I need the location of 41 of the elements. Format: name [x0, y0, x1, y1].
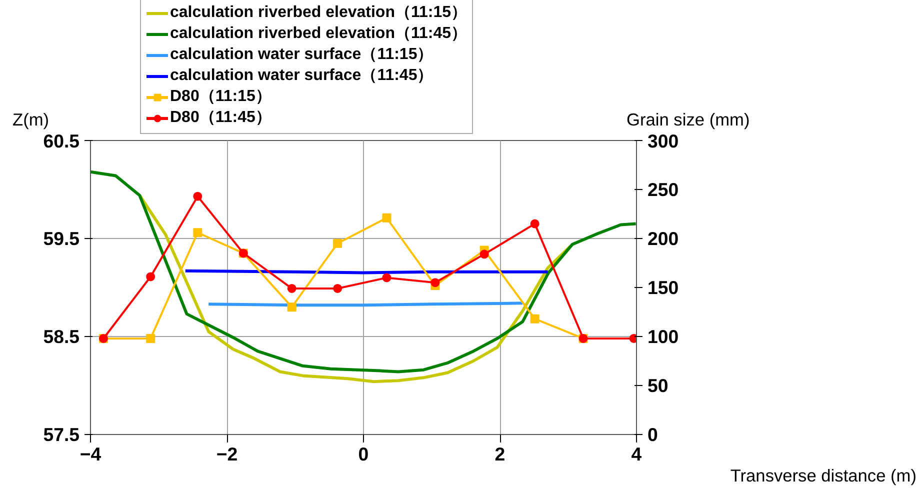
y-tick-label: 59.5	[43, 228, 80, 249]
point	[480, 250, 489, 259]
y-axis-title: Z(m)	[12, 110, 50, 130]
point	[530, 219, 540, 228]
point	[430, 278, 440, 288]
point	[146, 334, 156, 343]
point	[382, 273, 392, 282]
line-series	[90, 170, 636, 374]
legend-label: calculation water surface（11:15）	[170, 45, 434, 65]
legend-label: calculation riverbed elevation（11:15）	[170, 3, 468, 23]
point	[333, 284, 342, 293]
point	[382, 213, 392, 222]
y-tick-label: 60.5	[43, 130, 80, 152]
legend-label: D80（11:45）	[170, 108, 272, 128]
x-tick-label: −4	[80, 444, 102, 464]
x-tick-label: 2	[494, 444, 506, 464]
y2-tick-label: 0	[648, 424, 658, 445]
y2-tick-label: 150	[648, 277, 679, 298]
y2-tick-label: 50	[648, 375, 668, 396]
x-tick-label: 0	[358, 444, 369, 464]
point	[146, 272, 156, 282]
point	[287, 302, 296, 312]
point	[193, 228, 202, 238]
legend-label: calculation water surface（11:45）	[170, 66, 434, 86]
y-tick-label: 57.5	[43, 424, 80, 445]
y2-tick-label: 250	[648, 179, 679, 200]
point	[333, 238, 342, 248]
legend-label: calculation riverbed elevation（11:45）	[170, 24, 468, 44]
y2-tick-label: 300	[648, 130, 679, 152]
line-series	[138, 194, 572, 384]
point	[530, 314, 540, 324]
x-tick-label: −2	[216, 444, 238, 464]
point	[287, 284, 296, 293]
x-axis-title: Transverse distance (m)	[730, 466, 917, 486]
y-tick-label: 58.5	[43, 326, 80, 347]
point	[193, 192, 202, 201]
x-tick-label: 4	[631, 444, 642, 464]
y2-tick-label: 200	[648, 228, 679, 249]
legend-label: D80（11:15）	[170, 87, 272, 107]
y2-tick-label: 100	[648, 326, 679, 347]
y2-axis-title: Grain size (mm)	[626, 110, 750, 130]
